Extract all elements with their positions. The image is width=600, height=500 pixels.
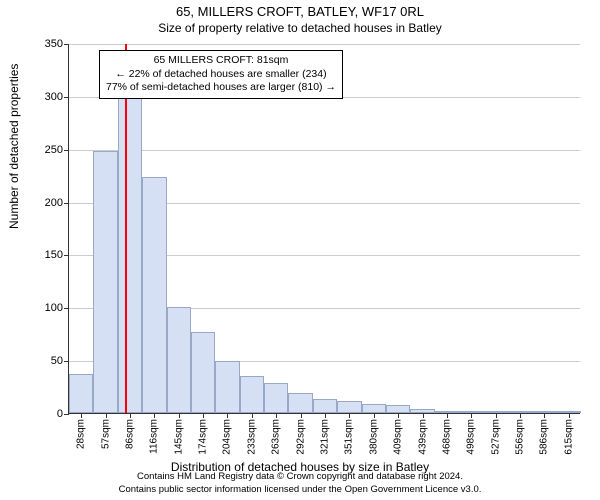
x-tick-mark (301, 413, 302, 418)
x-tick-label: 321sqm (320, 419, 331, 455)
y-tick-label: 150 (45, 249, 69, 261)
x-tick-mark (471, 413, 472, 418)
y-tick-label: 300 (45, 91, 69, 103)
histogram-bar (69, 374, 93, 413)
chart-title-sub: Size of property relative to detached ho… (0, 19, 600, 35)
x-tick-label: 292sqm (295, 419, 306, 455)
histogram-bar (386, 405, 410, 413)
histogram-bar (191, 332, 215, 413)
histogram-bar (362, 404, 386, 414)
x-tick-mark (569, 413, 570, 418)
histogram-bar (240, 376, 264, 413)
y-tick-label: 250 (45, 144, 69, 156)
x-tick-mark (349, 413, 350, 418)
histogram-bar (142, 177, 166, 413)
x-tick-label: 86sqm (124, 419, 135, 449)
x-tick-label: 556sqm (515, 419, 526, 455)
x-tick-label: 263sqm (271, 419, 282, 455)
y-tick-label: 100 (45, 302, 69, 314)
y-tick-label: 200 (45, 197, 69, 209)
annotation-line: ← 22% of detached houses are smaller (23… (106, 68, 336, 82)
x-tick-label: 498sqm (466, 419, 477, 455)
y-tick-label: 50 (51, 355, 69, 367)
x-tick-mark (130, 413, 131, 418)
x-tick-mark (374, 413, 375, 418)
histogram-bar (337, 401, 361, 413)
x-tick-mark (423, 413, 424, 418)
histogram-bar (167, 307, 191, 413)
histogram-bar (93, 151, 117, 413)
x-tick-mark (203, 413, 204, 418)
x-tick-label: 586sqm (539, 419, 550, 455)
x-tick-label: 28sqm (76, 419, 87, 449)
y-tick-label: 0 (57, 408, 69, 420)
histogram-bar (215, 361, 239, 413)
histogram-bar (118, 98, 142, 413)
annotation-line: 77% of semi-detached houses are larger (… (106, 81, 336, 95)
x-tick-label: 468sqm (441, 419, 452, 455)
x-tick-label: 116sqm (149, 419, 160, 454)
footer-line-1: Contains HM Land Registry data © Crown c… (0, 471, 600, 483)
x-tick-label: 145sqm (173, 419, 184, 455)
grid-line (69, 150, 580, 151)
x-tick-label: 527sqm (490, 419, 501, 455)
x-tick-mark (154, 413, 155, 418)
x-tick-mark (398, 413, 399, 418)
x-tick-label: 439sqm (417, 419, 428, 455)
x-tick-mark (179, 413, 180, 418)
x-tick-mark (325, 413, 326, 418)
histogram-bar (288, 393, 312, 413)
y-tick-label: 350 (45, 38, 69, 50)
x-tick-mark (276, 413, 277, 418)
x-tick-mark (106, 413, 107, 418)
chart-footer: Contains HM Land Registry data © Crown c… (0, 471, 600, 496)
x-tick-mark (520, 413, 521, 418)
annotation-line: 65 MILLERS CROFT: 81sqm (106, 54, 336, 68)
chart-title-main: 65, MILLERS CROFT, BATLEY, WF17 0RL (0, 0, 600, 19)
x-tick-label: 233sqm (246, 419, 257, 455)
x-tick-mark (81, 413, 82, 418)
grid-line (69, 44, 580, 45)
chart-plot-area: 05010015020025030035028sqm57sqm86sqm116s… (68, 44, 580, 414)
x-tick-label: 380sqm (368, 419, 379, 455)
x-tick-mark (252, 413, 253, 418)
x-tick-label: 351sqm (344, 419, 355, 455)
x-tick-mark (447, 413, 448, 418)
x-tick-mark (496, 413, 497, 418)
footer-line-2: Contains public sector information licen… (0, 484, 600, 496)
x-tick-mark (227, 413, 228, 418)
marker-line (125, 44, 127, 413)
x-tick-label: 615sqm (563, 419, 574, 455)
x-tick-label: 409sqm (393, 419, 404, 455)
annotation-box: 65 MILLERS CROFT: 81sqm← 22% of detached… (99, 50, 343, 99)
y-axis-label: Number of detached properties (7, 64, 21, 229)
x-tick-label: 204sqm (222, 419, 233, 455)
x-tick-label: 57sqm (100, 419, 111, 449)
histogram-bar (313, 399, 337, 413)
histogram-bar (264, 383, 288, 413)
x-tick-label: 174sqm (198, 419, 209, 455)
x-tick-mark (544, 413, 545, 418)
